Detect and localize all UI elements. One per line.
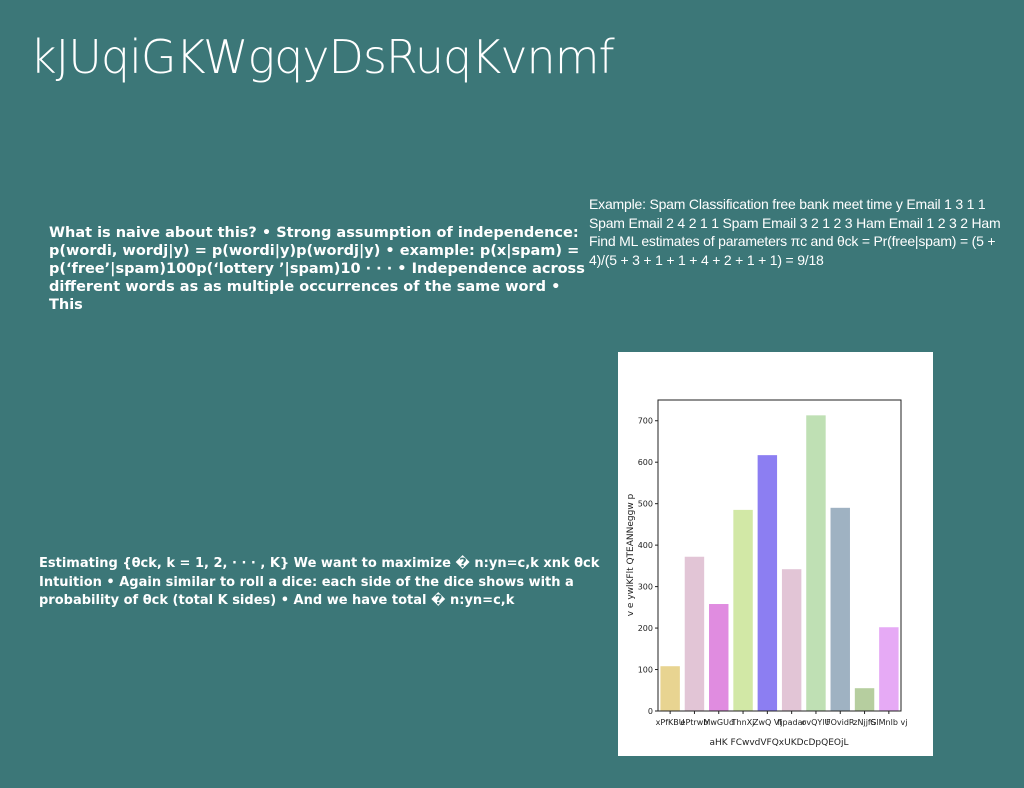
estimating-theta-text: Estimating {θck, k = 1, 2, · · · , K} We… [39, 556, 600, 608]
x-tick-label: ePtrwb [681, 718, 709, 727]
y-tick-label: 700 [638, 417, 653, 426]
x-tick-label: MwGUd [703, 718, 734, 727]
x-tick-label: ovQYlU [802, 718, 831, 727]
bar-3 [709, 604, 729, 711]
y-tick-label: 600 [638, 458, 653, 467]
x-tick-label: xPfKBU [656, 718, 685, 727]
bar-8 [830, 507, 850, 711]
bar-9 [854, 688, 875, 711]
x-tick-label: zNjjfS [853, 718, 876, 727]
plot-frame [657, 399, 902, 712]
bar-chart: 0 100 200 300 400 500 600 700 xPfKBUePtrwbMwGUd… [626, 399, 907, 748]
y-tick-label: 100 [638, 666, 653, 675]
x-tick-label: ZwQ VI [753, 718, 782, 727]
y-tick-label: 500 [638, 500, 653, 509]
bar-6 [781, 569, 802, 711]
bar-4 [733, 509, 753, 711]
y-tick-label: 0 [648, 707, 653, 716]
x-tick-label: ThnXj [731, 718, 755, 727]
naive-assumption-text: What is naive about this? • Strong assum… [49, 225, 585, 313]
bar-1 [660, 666, 680, 711]
y-tick-label: 300 [638, 583, 653, 592]
bar-chart-figure: 0 100 200 300 400 500 600 700 xPfKBU ePtrwb MwGUd… [618, 352, 933, 756]
bar-10 [879, 627, 899, 711]
x-tick-label: fjpadar [778, 718, 807, 727]
x-axis-label: aHK FCwvdVFQxUKDcDpQEOjL [709, 738, 848, 748]
y-axis-label: v e ywlKFlt QTEANNeggw p [626, 493, 636, 616]
y-tick-label: 200 [638, 624, 653, 633]
bar-7 [806, 415, 826, 711]
x-tick-label: FOvidR [826, 718, 855, 727]
y-tick-label: 400 [638, 541, 653, 550]
bar-5 [757, 455, 778, 711]
slide-title: kJUqiGKWgqyDsRuqKvnmf [30, 30, 615, 84]
x-tick-label: GlMnlb vj [870, 718, 907, 727]
spam-example-text: Example: Spam Classification free bank m… [589, 196, 1001, 268]
bar-2 [684, 556, 705, 711]
